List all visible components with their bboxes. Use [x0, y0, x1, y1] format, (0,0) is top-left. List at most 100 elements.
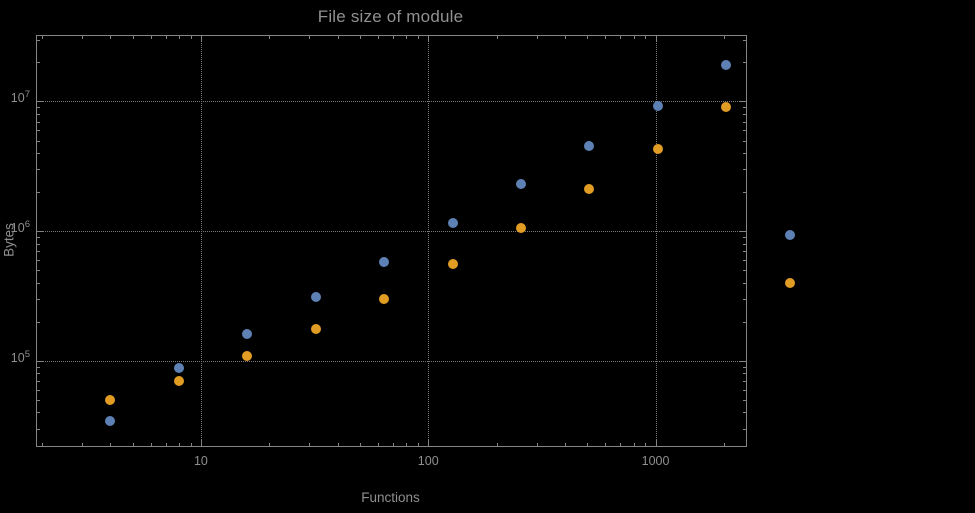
y-gridline — [37, 360, 746, 362]
y-tick-mark — [740, 360, 746, 362]
data-point — [173, 362, 184, 373]
x-tick-mark — [150, 443, 152, 446]
x-tick-mark — [723, 443, 725, 446]
plot-area: 10 100 1000 105 106 107 — [11, 35, 747, 468]
y-tick-mark — [743, 412, 746, 414]
y-tick-mark — [37, 192, 40, 194]
x-tick-mark — [110, 36, 112, 39]
y-tick-mark — [37, 321, 40, 323]
y-tick-mark — [743, 259, 746, 261]
y-tick-mark — [37, 243, 40, 245]
x-tick-mark — [200, 36, 202, 42]
y-tick-mark — [743, 366, 746, 368]
data-point — [721, 60, 732, 71]
data-point — [310, 324, 321, 335]
x-tick-mark — [178, 36, 180, 39]
x-tick-mark — [620, 36, 622, 39]
y-tick-mark — [743, 192, 746, 194]
data-point — [379, 256, 390, 267]
data-point — [516, 222, 527, 233]
y-gridline — [37, 231, 746, 233]
data-point — [379, 293, 390, 304]
data-point — [310, 292, 321, 303]
y-tick-mark — [743, 282, 746, 284]
x-tick-mark — [42, 36, 44, 39]
y-tick-mark — [37, 389, 40, 391]
data-point — [584, 141, 595, 152]
y-tick-mark — [743, 39, 746, 41]
x-tick-mark — [536, 443, 538, 446]
y-tick-mark — [743, 107, 746, 109]
x-tick-mark — [565, 36, 567, 39]
x-tick-mark — [178, 443, 180, 446]
data-point — [105, 394, 116, 405]
x-tick-mark — [132, 443, 134, 446]
x-tick-mark — [655, 36, 657, 42]
x-tick-mark — [417, 36, 419, 39]
x-tick-mark — [269, 36, 271, 39]
y-tick-mark — [37, 130, 40, 132]
x-gridline — [200, 36, 202, 446]
x-tick-mark — [377, 36, 379, 39]
y-tick-mark — [37, 121, 40, 123]
y-tick-mark — [743, 321, 746, 323]
y-tick-mark — [37, 428, 40, 430]
x-tick-mark — [723, 36, 725, 39]
y-tick-mark — [37, 360, 43, 362]
x-tick-label: 100 — [417, 454, 439, 468]
y-tick-mark — [37, 251, 40, 253]
chart-title: File size of module — [317, 7, 464, 26]
x-tick-mark — [165, 36, 167, 39]
y-tick-mark — [37, 399, 40, 401]
x-tick-mark — [165, 443, 167, 446]
data-point — [721, 102, 732, 113]
y-tick-mark — [37, 101, 43, 103]
legend-marker — [785, 230, 795, 240]
data-point — [173, 375, 184, 386]
x-tick-mark — [428, 440, 430, 446]
x-tick-mark — [605, 443, 607, 446]
x-tick-mark — [337, 36, 339, 39]
y-tick-mark — [37, 366, 40, 368]
y-tick-mark — [743, 62, 746, 64]
y-tick-mark — [37, 231, 43, 233]
y-tick-mark — [37, 114, 40, 116]
x-tick-mark — [82, 36, 84, 39]
y-tick-mark — [743, 270, 746, 272]
y-tick-mark — [37, 140, 40, 142]
x-tick-mark — [200, 440, 202, 446]
data-point — [652, 144, 663, 154]
x-tick-mark — [309, 443, 311, 446]
x-tick-mark — [359, 443, 361, 446]
x-tick-mark — [587, 36, 589, 39]
y-tick-mark — [743, 298, 746, 300]
legend — [785, 230, 797, 290]
y-tick-label: 107 — [10, 89, 30, 106]
y-tick-mark — [743, 399, 746, 401]
y-tick-mark — [37, 259, 40, 261]
y-tick-mark — [743, 130, 746, 132]
data-point — [105, 416, 116, 427]
y-tick-mark — [743, 389, 746, 391]
x-tick-mark — [633, 443, 635, 446]
y-tick-mark — [740, 231, 746, 233]
y-tick-mark — [743, 140, 746, 142]
x-tick-mark — [132, 36, 134, 39]
x-tick-mark — [42, 443, 44, 446]
x-tick-mark — [377, 443, 379, 446]
y-tick-mark — [740, 101, 746, 103]
y-tick-mark — [37, 380, 40, 382]
x-tick-label: 10 — [193, 454, 208, 468]
x-tick-mark — [190, 443, 192, 446]
y-tick-mark — [743, 121, 746, 123]
x-tick-mark — [645, 36, 647, 39]
legend-marker — [785, 278, 795, 288]
x-tick-mark — [406, 36, 408, 39]
y-tick-mark — [743, 380, 746, 382]
x-tick-mark — [309, 36, 311, 39]
y-tick-mark — [743, 114, 746, 116]
y-tick-mark — [37, 373, 40, 375]
y-tick-mark — [37, 237, 40, 239]
x-tick-mark — [393, 36, 395, 39]
x-tick-mark — [337, 443, 339, 446]
